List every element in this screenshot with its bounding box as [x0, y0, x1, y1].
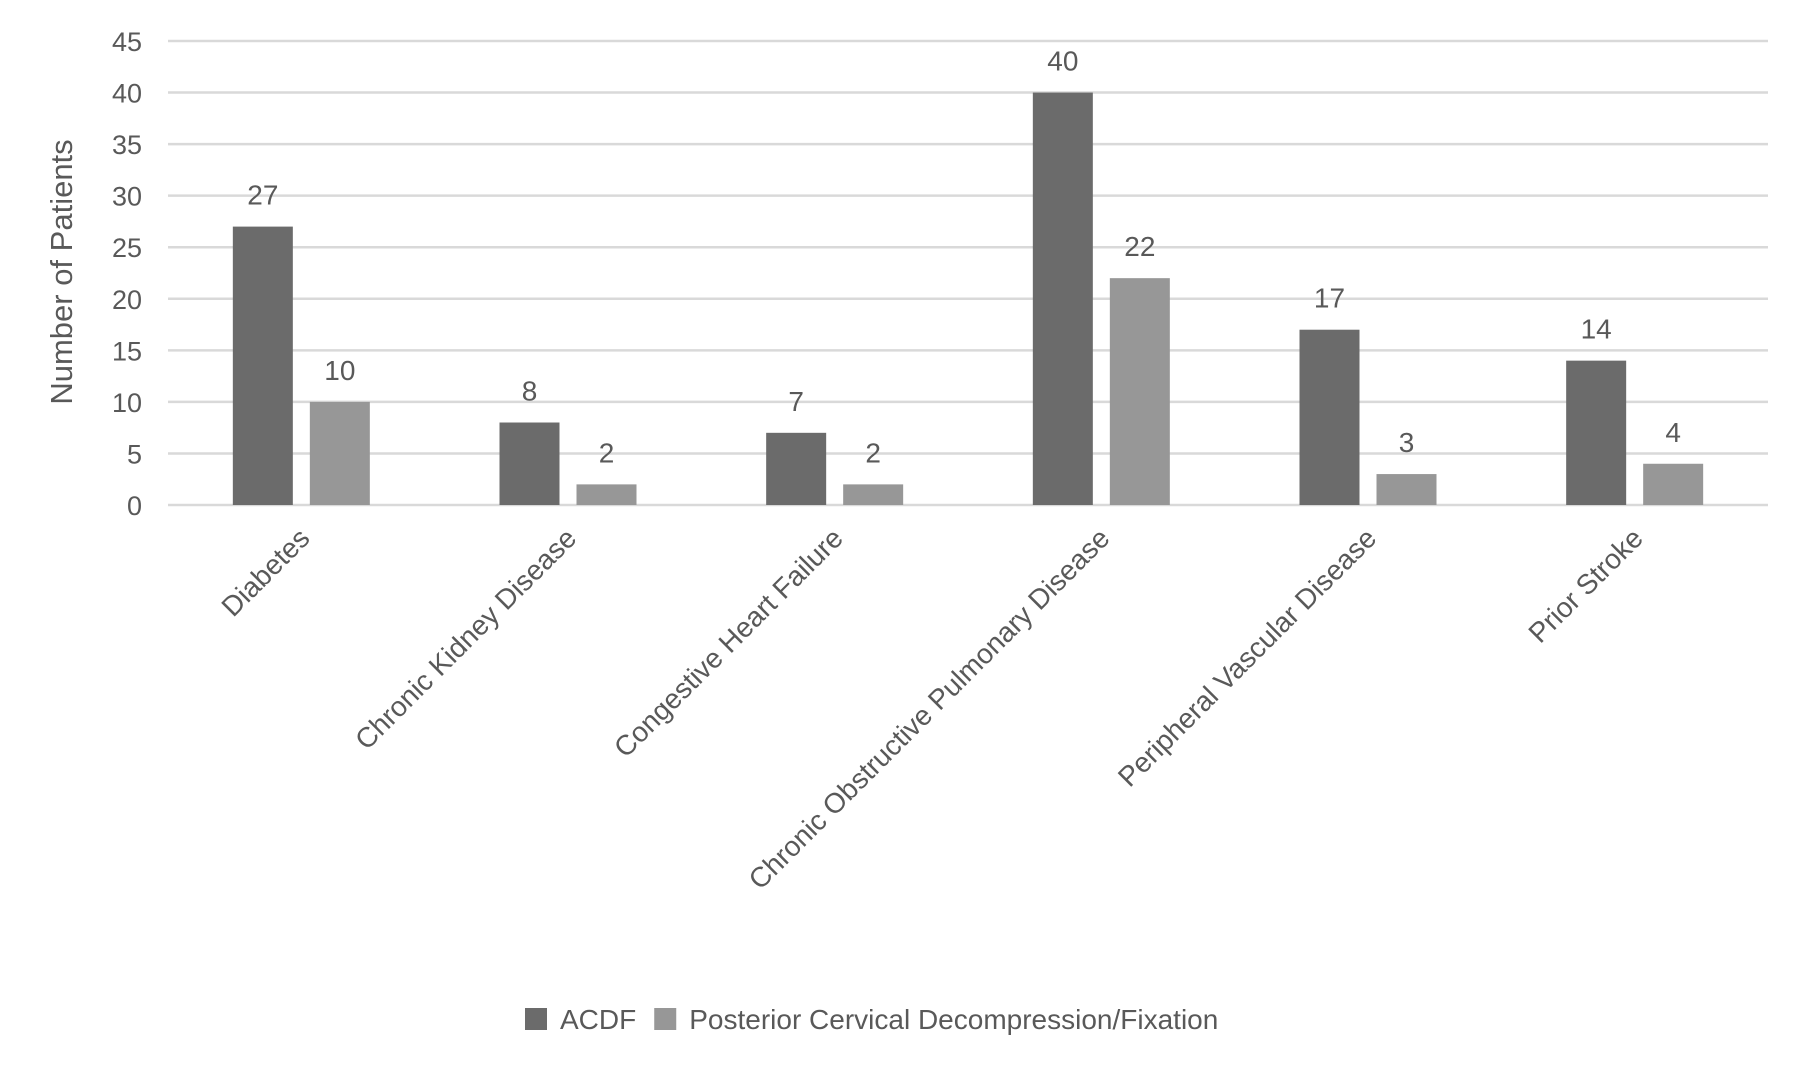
y-tick-label: 10: [112, 388, 142, 418]
bar-posterior-3: [1109, 278, 1170, 505]
x-axis-ticks: Diabetes Chronic Kidney Disease Congestive…: [216, 522, 1649, 895]
bar-acdf-5: [1566, 360, 1627, 505]
bar-posterior-5: [1643, 463, 1704, 505]
bar-posterior-0: [309, 401, 370, 505]
x-tick-label: Diabetes: [216, 522, 316, 622]
y-tick-label: 35: [112, 130, 142, 160]
y-tick-label: 40: [112, 79, 142, 109]
gridlines: [168, 39, 1768, 507]
data-label: 3: [1399, 427, 1415, 458]
legend-label: ACDF: [560, 1004, 636, 1035]
bar-acdf-0: [232, 226, 293, 505]
data-label: 8: [522, 376, 538, 407]
data-label: 22: [1124, 231, 1155, 262]
data-label: 40: [1047, 46, 1078, 77]
y-axis-label: Number of Patients: [44, 139, 79, 404]
legend-swatch: [525, 1008, 547, 1030]
x-tick-label: Prior Stroke: [1522, 522, 1648, 648]
y-tick-label: 45: [112, 27, 142, 57]
y-tick-label: 5: [127, 439, 142, 469]
data-label: 4: [1665, 417, 1681, 448]
y-tick-label: 15: [112, 336, 142, 366]
y-tick-label: 30: [112, 182, 142, 212]
bar-acdf-4: [1299, 329, 1360, 505]
y-tick-label: 25: [112, 233, 142, 263]
x-tick-label: Peripheral Vascular Disease: [1112, 522, 1382, 792]
legend: ACDF Posterior Cervical Decompression/Fix…: [525, 1004, 1218, 1035]
data-label: 7: [788, 386, 804, 417]
bars: [232, 92, 1704, 506]
data-label: 17: [1314, 283, 1345, 314]
bar-posterior-1: [576, 484, 637, 505]
x-tick-label: Congestive Heart Failure: [608, 522, 849, 763]
data-label: 10: [324, 355, 355, 386]
data-label: 27: [247, 180, 278, 211]
y-axis-ticks: 0 5 10 15 20 25 30 35 40 45: [112, 27, 142, 521]
data-label: 14: [1581, 314, 1612, 345]
legend-label: Posterior Cervical Decompression/Fixatio…: [689, 1004, 1218, 1035]
x-tick-label: Chronic Kidney Disease: [349, 522, 582, 755]
bar-acdf-1: [499, 422, 560, 505]
y-tick-label: 0: [127, 491, 142, 521]
data-label: 2: [865, 437, 881, 468]
y-tick-label: 20: [112, 285, 142, 315]
legend-swatch: [654, 1008, 677, 1030]
bar-posterior-4: [1376, 474, 1437, 505]
bar-acdf-3: [1032, 92, 1093, 506]
bar-acdf-2: [766, 432, 827, 505]
data-label: 2: [599, 437, 615, 468]
bar-posterior-2: [843, 484, 904, 505]
